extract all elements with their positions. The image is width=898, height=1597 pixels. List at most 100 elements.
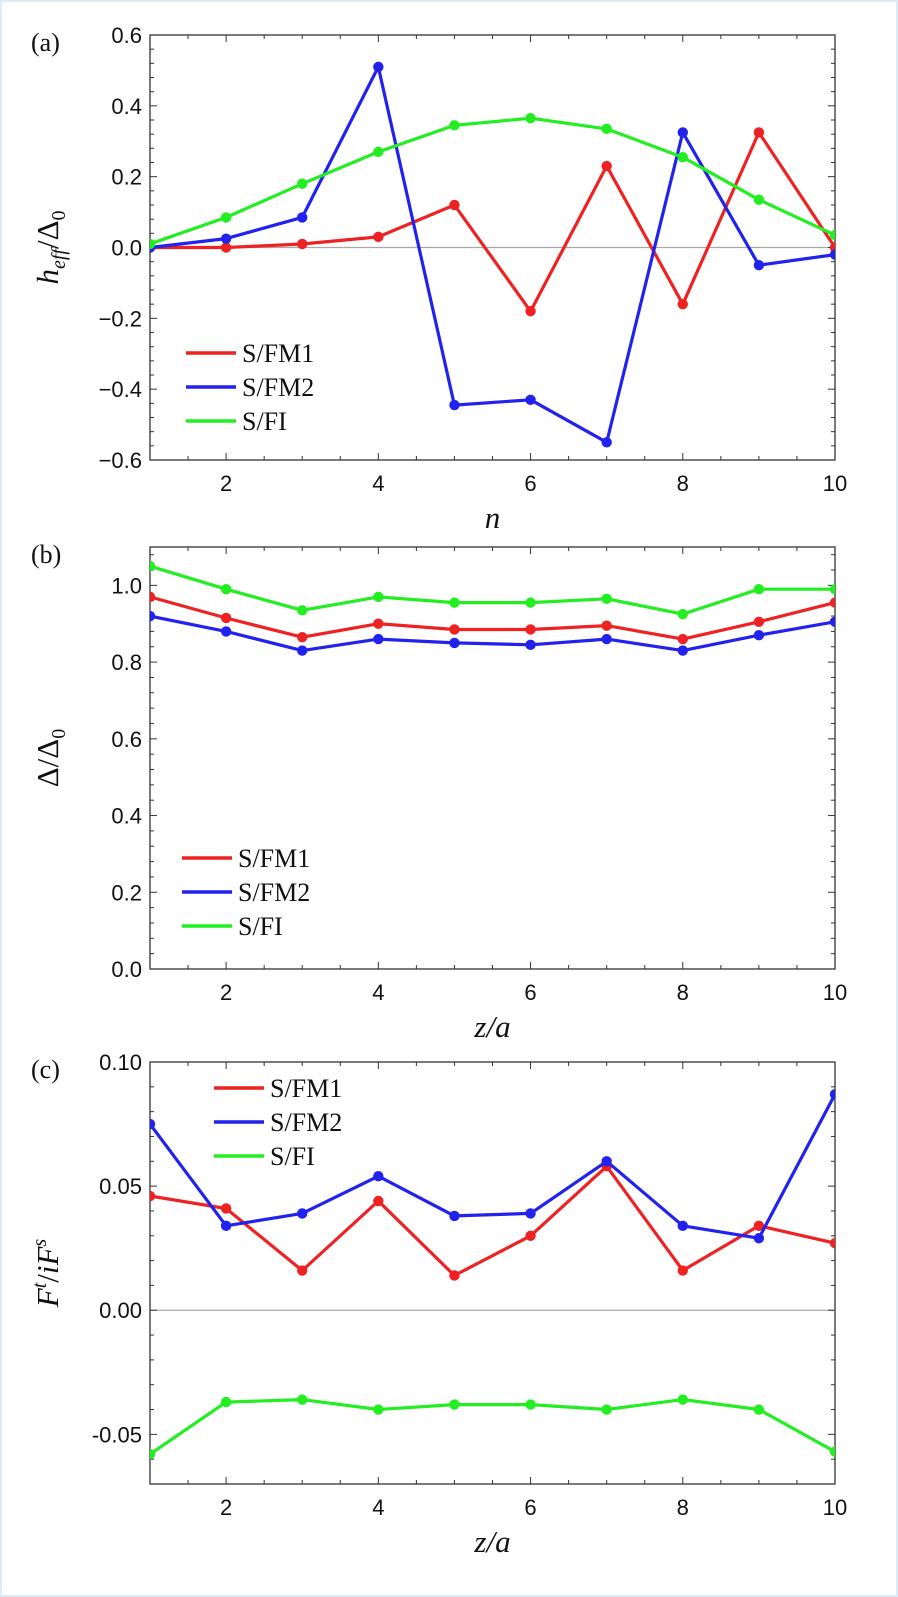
y-tick-label: 0.00 xyxy=(99,1298,142,1323)
panel-label: (a) xyxy=(31,28,60,57)
data-point-s-fm2 xyxy=(221,1221,231,1231)
data-point-s-fi xyxy=(678,1394,688,1404)
chart-panel-2: 2 4 6 8 100.00.20.40.60.81.0(b)Δ/Δ0z/aS/FM1S… xyxy=(30,540,847,1044)
data-point-s-fi xyxy=(754,194,764,204)
data-point-s-fm2 xyxy=(297,212,307,222)
data-point-s-fm1 xyxy=(830,1238,840,1248)
plot-area xyxy=(145,561,840,656)
data-point-s-fm2 xyxy=(373,634,383,644)
data-point-s-fi xyxy=(601,594,611,604)
data-point-s-fm1 xyxy=(373,619,383,629)
data-point-s-fm1 xyxy=(830,597,840,607)
data-point-s-fm2 xyxy=(678,1221,688,1231)
data-point-s-fm1 xyxy=(525,1231,535,1241)
x-tick-label: 6 xyxy=(524,980,536,1005)
x-tick-label: 4 xyxy=(372,471,384,496)
data-point-s-fm2 xyxy=(449,400,459,410)
data-point-s-fm1 xyxy=(145,1191,155,1201)
data-point-s-fm1 xyxy=(221,613,231,623)
data-point-s-fm2 xyxy=(678,127,688,137)
data-point-s-fm1 xyxy=(145,592,155,602)
data-point-s-fi xyxy=(297,605,307,615)
data-point-s-fm2 xyxy=(145,1119,155,1129)
legend: S/FM1 S/FM2 S/FI xyxy=(186,339,314,436)
x-tick-label: 8 xyxy=(677,471,689,496)
data-point-s-fi xyxy=(297,179,307,189)
data-point-s-fi xyxy=(601,124,611,134)
legend-label: S/FM2 xyxy=(270,1108,342,1137)
x-tick-label: 8 xyxy=(677,1495,689,1520)
data-point-s-fi xyxy=(830,1447,840,1457)
plot-area xyxy=(145,1089,840,1459)
y-axis-label: Ft/iFs xyxy=(29,1239,65,1309)
data-point-s-fi xyxy=(373,147,383,157)
data-point-s-fm2 xyxy=(297,645,307,655)
y-tick-label: 0.4 xyxy=(111,94,142,119)
legend: S/FM1 S/FM2 S/FI xyxy=(214,1074,342,1171)
data-point-s-fm1 xyxy=(297,1265,307,1275)
data-point-s-fm2 xyxy=(601,634,611,644)
data-point-s-fi xyxy=(373,1404,383,1414)
data-point-s-fi xyxy=(297,1394,307,1404)
y-tick-label: 0.6 xyxy=(111,727,142,752)
y-tick-label: 0.2 xyxy=(111,880,142,905)
data-point-s-fi xyxy=(145,561,155,571)
x-tick-label: 10 xyxy=(823,1495,847,1520)
chart-svg: 2 4 6 8 10−0.6−0.4−0.20.00.20.40.6(a)heff/Δ0… xyxy=(2,2,896,1595)
data-point-s-fm2 xyxy=(449,638,459,648)
y-tick-label: −0.4 xyxy=(99,377,142,402)
data-point-s-fm2 xyxy=(221,626,231,636)
y-tick-label: 0.05 xyxy=(99,1174,142,1199)
x-tick-label: 4 xyxy=(372,980,384,1005)
x-axis-label: z/a xyxy=(473,1524,510,1559)
x-tick-label: 10 xyxy=(823,980,847,1005)
y-tick-label: 0.8 xyxy=(111,650,142,675)
x-tick-label: 2 xyxy=(220,980,232,1005)
data-point-s-fm2 xyxy=(145,611,155,621)
data-point-s-fi xyxy=(678,609,688,619)
data-point-s-fm2 xyxy=(601,437,611,447)
series-line-s-fi xyxy=(150,566,835,614)
data-point-s-fi xyxy=(754,1404,764,1414)
y-tick-label: 0.6 xyxy=(111,23,142,48)
y-tick-label: −0.2 xyxy=(99,306,142,331)
data-point-s-fm2 xyxy=(678,645,688,655)
data-point-s-fm2 xyxy=(373,62,383,72)
data-point-s-fi xyxy=(221,212,231,222)
chart-panel-1: 2 4 6 8 10 −0.6 −0.4 −0.2 0.0 0.2 0.4 0.6 (a) heff/Δ0… xyxy=(30,23,847,535)
data-point-s-fi xyxy=(830,230,840,240)
data-point-s-fi xyxy=(754,584,764,594)
legend-label: S/FI xyxy=(270,1142,315,1171)
data-point-s-fm1 xyxy=(678,634,688,644)
data-point-s-fm1 xyxy=(449,624,459,634)
data-point-s-fm1 xyxy=(525,306,535,316)
x-axis-label: n xyxy=(485,500,501,535)
x-tick-label: 8 xyxy=(677,980,689,1005)
data-point-s-fm1 xyxy=(297,632,307,642)
data-point-s-fm1 xyxy=(221,242,231,252)
panel-label: (b) xyxy=(31,540,61,569)
data-point-s-fi xyxy=(601,1404,611,1414)
data-point-s-fi xyxy=(449,120,459,130)
data-point-s-fm2 xyxy=(830,1089,840,1099)
data-point-s-fm1 xyxy=(449,1270,459,1280)
legend: S/FM1 S/FM2 S/FI xyxy=(182,844,310,941)
legend-label: S/FI xyxy=(242,407,287,436)
x-tick-label: 6 xyxy=(524,1495,536,1520)
x-tick-label: 2 xyxy=(220,471,232,496)
data-point-s-fm2 xyxy=(221,233,231,243)
data-point-s-fm2 xyxy=(754,260,764,270)
data-point-s-fm2 xyxy=(754,630,764,640)
data-point-s-fm1 xyxy=(601,620,611,630)
series-line-s-fi xyxy=(150,118,835,244)
data-point-s-fm1 xyxy=(373,1196,383,1206)
data-point-s-fi xyxy=(525,1399,535,1409)
legend-label: S/FM1 xyxy=(270,1074,342,1103)
x-tick-label: 6 xyxy=(524,471,536,496)
x-tick-label: 10 xyxy=(823,471,847,496)
data-point-s-fm2 xyxy=(297,1208,307,1218)
data-point-s-fi xyxy=(373,592,383,602)
data-point-s-fm2 xyxy=(373,1171,383,1181)
data-point-s-fi xyxy=(678,152,688,162)
data-point-s-fm2 xyxy=(830,617,840,627)
